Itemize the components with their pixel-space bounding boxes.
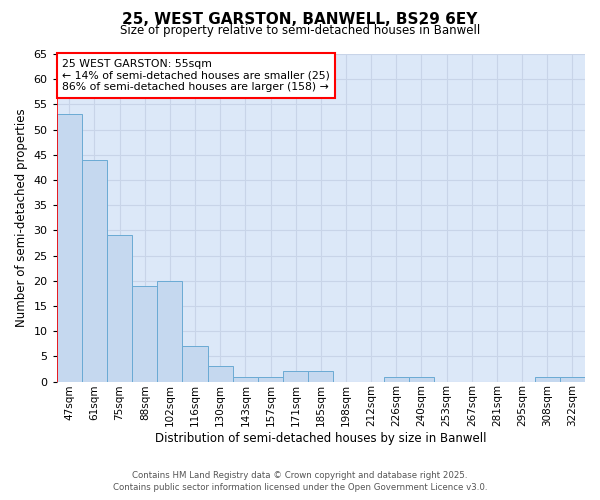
- Text: 25, WEST GARSTON, BANWELL, BS29 6EY: 25, WEST GARSTON, BANWELL, BS29 6EY: [122, 12, 478, 28]
- X-axis label: Distribution of semi-detached houses by size in Banwell: Distribution of semi-detached houses by …: [155, 432, 487, 445]
- Bar: [82, 160, 107, 382]
- Bar: [57, 114, 82, 382]
- Text: Contains HM Land Registry data © Crown copyright and database right 2025.
Contai: Contains HM Land Registry data © Crown c…: [113, 471, 487, 492]
- Bar: [208, 366, 233, 382]
- Bar: [233, 376, 258, 382]
- Bar: [283, 372, 308, 382]
- Bar: [535, 376, 560, 382]
- Bar: [384, 376, 409, 382]
- Bar: [182, 346, 208, 382]
- Bar: [308, 372, 334, 382]
- Bar: [132, 286, 157, 382]
- Bar: [258, 376, 283, 382]
- Text: Size of property relative to semi-detached houses in Banwell: Size of property relative to semi-detach…: [120, 24, 480, 37]
- Bar: [560, 376, 585, 382]
- Text: 25 WEST GARSTON: 55sqm
← 14% of semi-detached houses are smaller (25)
86% of sem: 25 WEST GARSTON: 55sqm ← 14% of semi-det…: [62, 59, 330, 92]
- Bar: [157, 281, 182, 382]
- Y-axis label: Number of semi-detached properties: Number of semi-detached properties: [15, 108, 28, 327]
- Bar: [107, 236, 132, 382]
- Bar: [409, 376, 434, 382]
